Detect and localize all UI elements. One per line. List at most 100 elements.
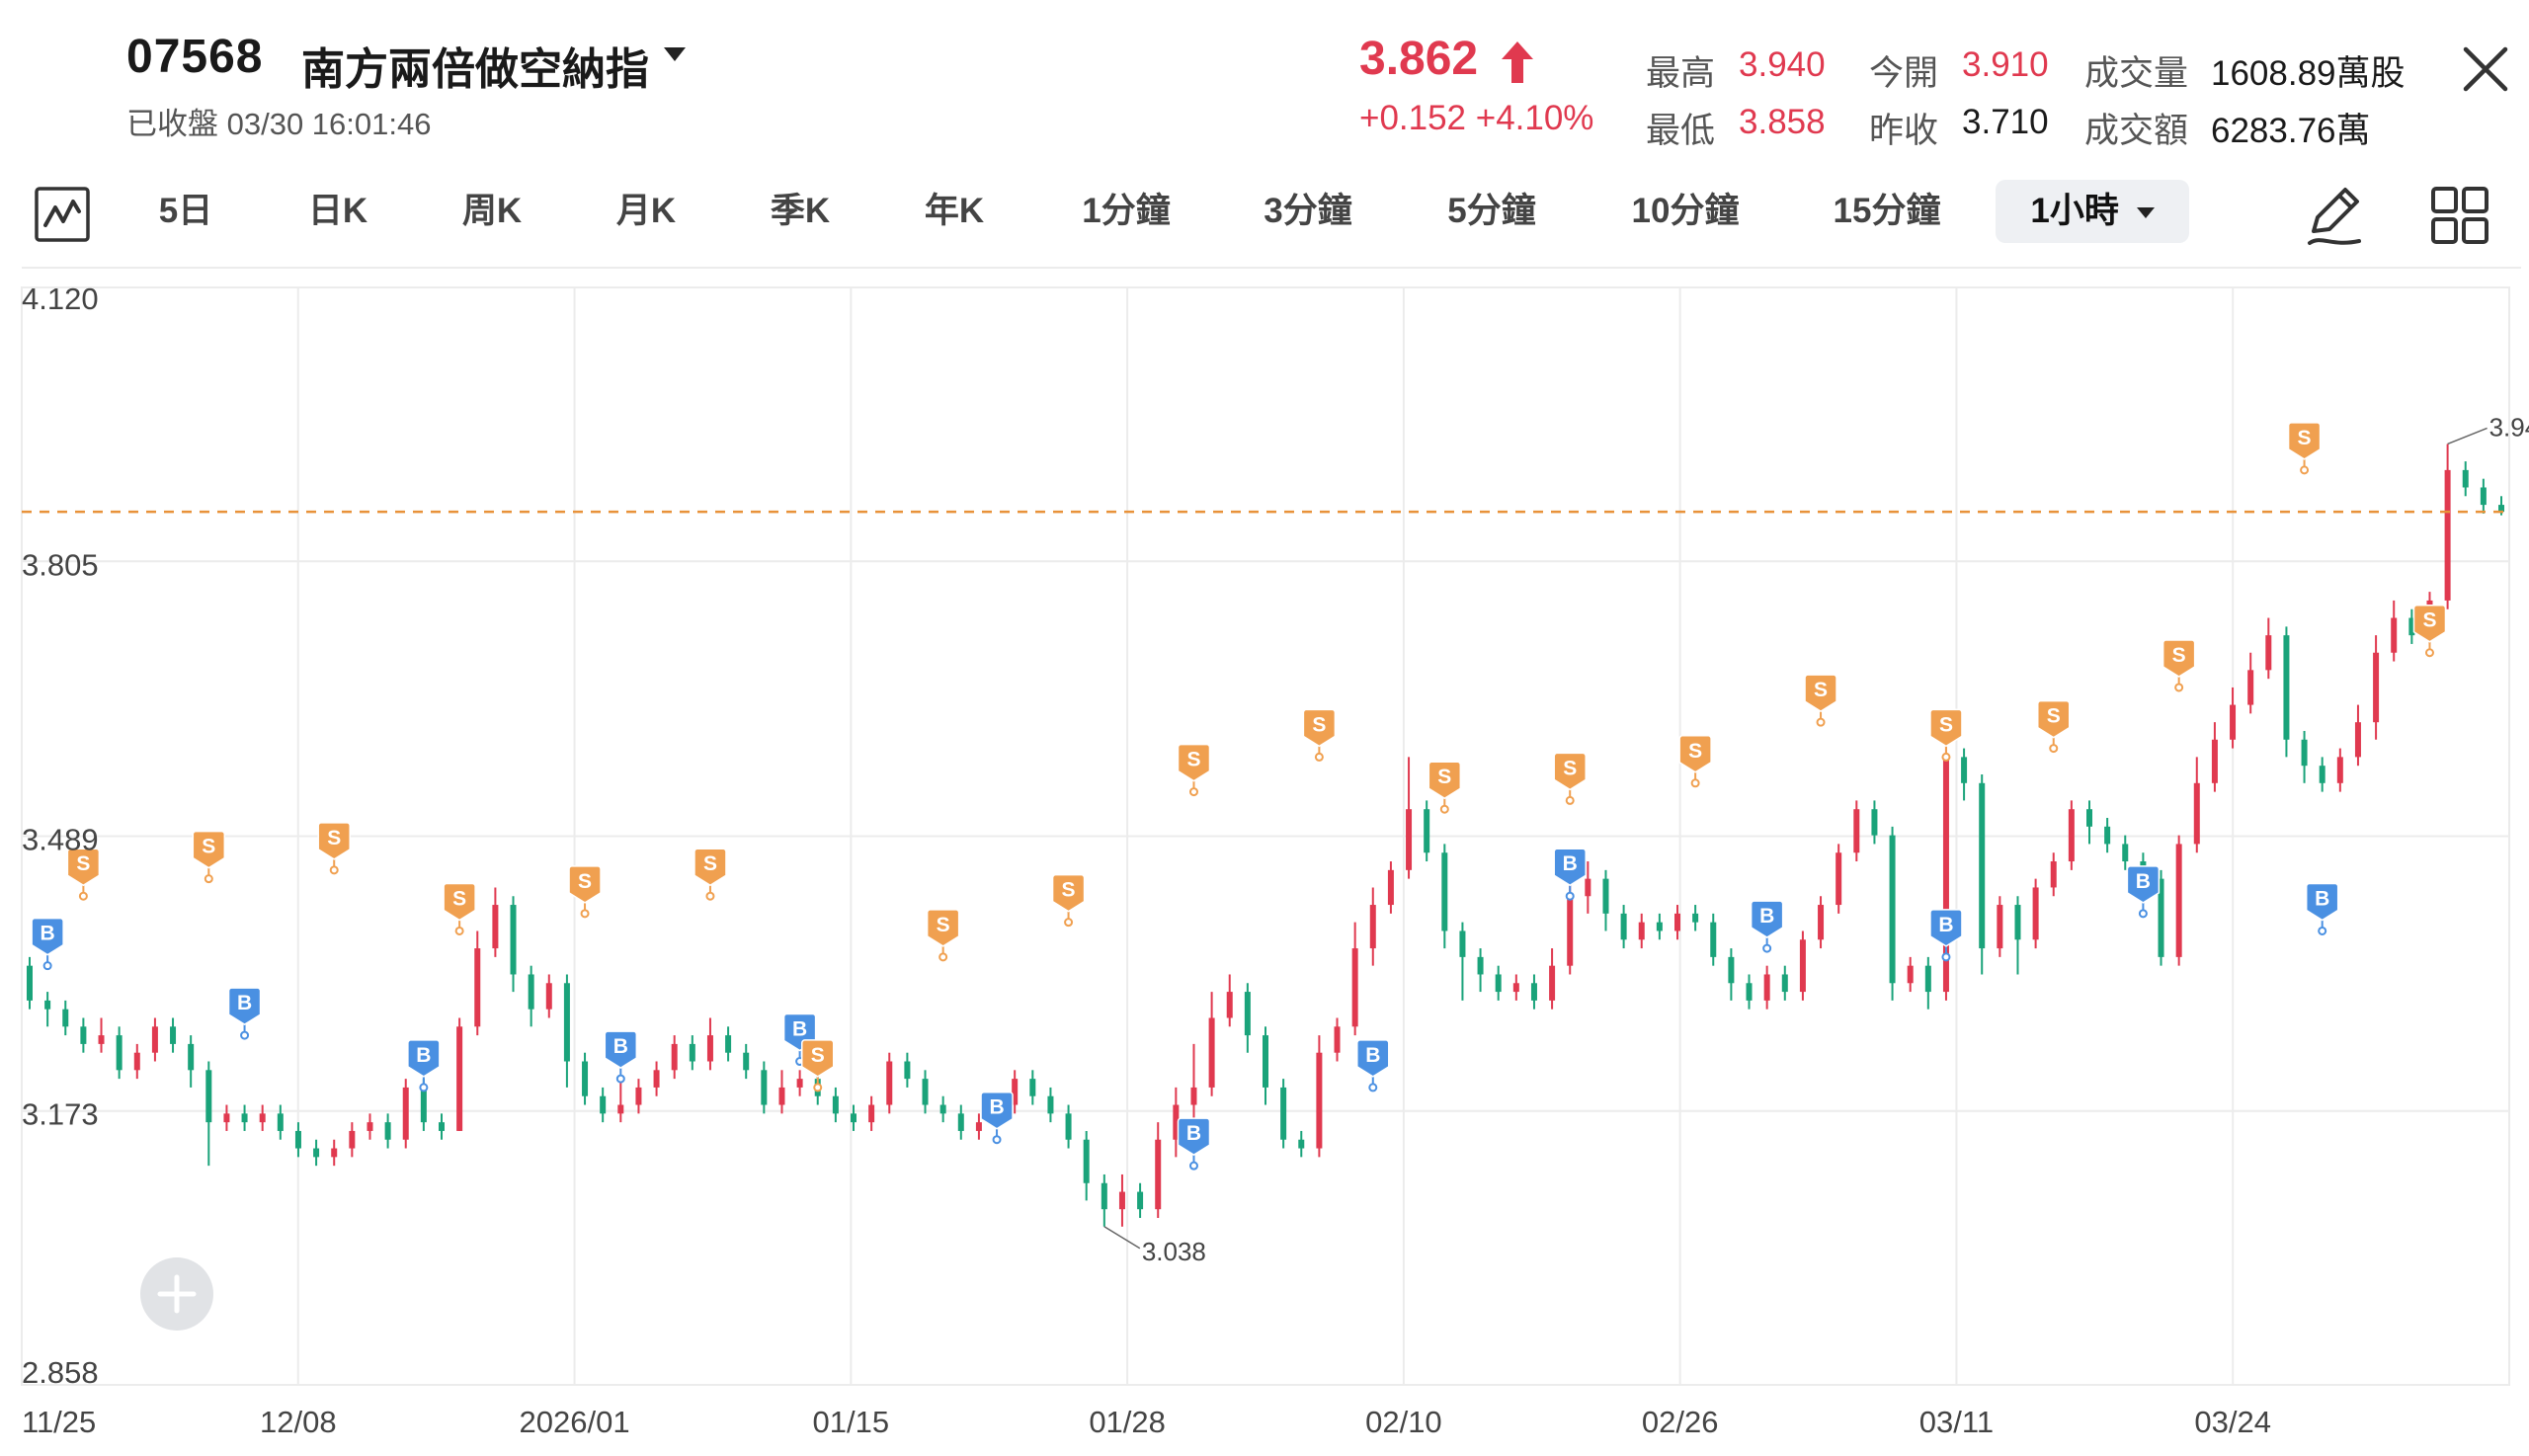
candle-body — [2462, 469, 2469, 488]
buy-marker-pin — [1177, 1117, 1211, 1157]
sell-marker-dot — [1565, 795, 1575, 805]
candle-body — [1029, 1079, 1036, 1096]
candle-body — [2247, 670, 2254, 705]
candle-body — [1118, 1191, 1125, 1210]
y-tick-label: 2.858 — [22, 1355, 99, 1390]
stock-name[interactable]: 南方兩倍做空納指 — [301, 45, 649, 94]
grid-layout-icon[interactable] — [2430, 186, 2489, 245]
candle-body — [439, 1122, 445, 1131]
y-tick-label: 3.489 — [22, 823, 99, 857]
buy-marker: B — [31, 917, 64, 971]
buy-marker-dot — [2138, 909, 2148, 919]
tab-1hour[interactable]: 1小時 — [1996, 180, 2189, 243]
candle-body — [2336, 757, 2343, 783]
x-tick-label: 03/11 — [1919, 1405, 1994, 1439]
sell-marker: S — [66, 848, 101, 901]
sell-marker-label: S — [1814, 679, 1828, 701]
buy-marker-dot — [1941, 952, 1951, 962]
sell-marker: S — [192, 830, 226, 884]
sell-marker-pin — [1929, 708, 1963, 748]
tab-1min[interactable]: 1分鐘 — [1082, 192, 1171, 230]
candle-body — [1585, 878, 1591, 897]
candle-body — [600, 1095, 607, 1114]
tab-quarterly[interactable]: 季K — [770, 192, 831, 230]
add-button[interactable] — [140, 1257, 213, 1331]
sell-marker-dot — [580, 909, 590, 919]
candle-body — [671, 1043, 678, 1071]
sell-marker-label: S — [2422, 609, 2436, 632]
sell-marker: S — [443, 882, 476, 935]
volume-label: 成交量 — [2084, 54, 2189, 93]
high-value: 3.940 — [1739, 45, 1826, 84]
candle-body — [98, 1035, 105, 1044]
sell-marker-dot — [1816, 717, 1826, 727]
sell-marker-label: S — [1688, 740, 1702, 763]
candle-body — [1763, 974, 1770, 1001]
sell-marker-label: S — [202, 836, 215, 858]
sell-marker-dot — [1188, 787, 1198, 797]
candle-body — [1244, 992, 1251, 1036]
tab-weekly[interactable]: 周K — [461, 192, 523, 230]
sell-marker-label: S — [1563, 757, 1577, 779]
buy-marker-dot — [1762, 943, 1772, 953]
tab-15min[interactable]: 15分鐘 — [1833, 192, 1941, 230]
buy-marker-label: B — [41, 923, 55, 945]
candle-body — [62, 1009, 69, 1027]
pencil-icon[interactable] — [2302, 184, 2367, 249]
tab-5day[interactable]: 5日 — [158, 192, 213, 230]
candle-body — [1226, 992, 1233, 1018]
tab-daily[interactable]: 日K — [307, 192, 368, 230]
sell-marker-dot — [938, 952, 948, 962]
buy-marker-dot — [1368, 1083, 1378, 1092]
sell-marker: S — [693, 848, 727, 901]
buy-marker-dot — [419, 1083, 429, 1092]
buy-marker: B — [2126, 865, 2161, 919]
tab-monthly[interactable]: 月K — [615, 192, 677, 230]
buy-marker-dot — [42, 961, 52, 971]
candle-body — [545, 983, 552, 1010]
candle-body — [851, 1113, 857, 1123]
sell-marker-pin — [1678, 735, 1712, 773]
candle-body — [367, 1122, 373, 1131]
candle-body — [1728, 956, 1735, 984]
tab-3min[interactable]: 3分鐘 — [1264, 192, 1352, 230]
sell-marker-label: S — [811, 1044, 825, 1067]
candle-body — [653, 1070, 660, 1088]
candle-body — [2301, 739, 2308, 767]
x-tick-label: 01/15 — [813, 1405, 890, 1439]
x-tick-label: 12/08 — [260, 1405, 337, 1439]
sell-marker: S — [2412, 604, 2447, 658]
candle-body — [474, 948, 481, 1027]
candle-body — [1441, 852, 1448, 931]
close-icon[interactable] — [2460, 43, 2511, 95]
line-chart-icon[interactable] — [34, 186, 91, 243]
sell-marker-label: S — [937, 914, 950, 936]
tab-10min[interactable]: 10分鐘 — [1631, 192, 1740, 230]
sell-marker: S — [1302, 708, 1337, 762]
buy-marker: B — [1553, 848, 1587, 901]
tab-yearly[interactable]: 年K — [924, 192, 985, 230]
candle-body — [44, 1000, 51, 1010]
x-tick-label: 2026/01 — [520, 1405, 630, 1439]
candle-body — [1190, 1087, 1197, 1105]
candle-body — [1477, 956, 1484, 975]
sell-marker: S — [1177, 743, 1211, 797]
candle-body — [725, 1035, 732, 1053]
buy-marker: B — [1929, 909, 1963, 962]
candle-body — [384, 1122, 391, 1140]
candle-body — [1997, 905, 2003, 949]
candle-body — [2104, 826, 2111, 845]
candle-body — [510, 905, 517, 975]
sell-marker-dot — [1439, 804, 1449, 814]
sell-marker-label: S — [327, 827, 341, 849]
candle-body — [1263, 1035, 1268, 1088]
buy-marker: B — [1177, 1117, 1211, 1171]
candle-body — [563, 983, 570, 1062]
candle-body — [1602, 878, 1609, 914]
caret-down-icon[interactable] — [664, 47, 686, 61]
sell-marker-pin — [66, 848, 101, 887]
candle-body — [170, 1026, 177, 1044]
candle-body — [1424, 809, 1430, 853]
tab-5min[interactable]: 5分鐘 — [1447, 192, 1536, 230]
